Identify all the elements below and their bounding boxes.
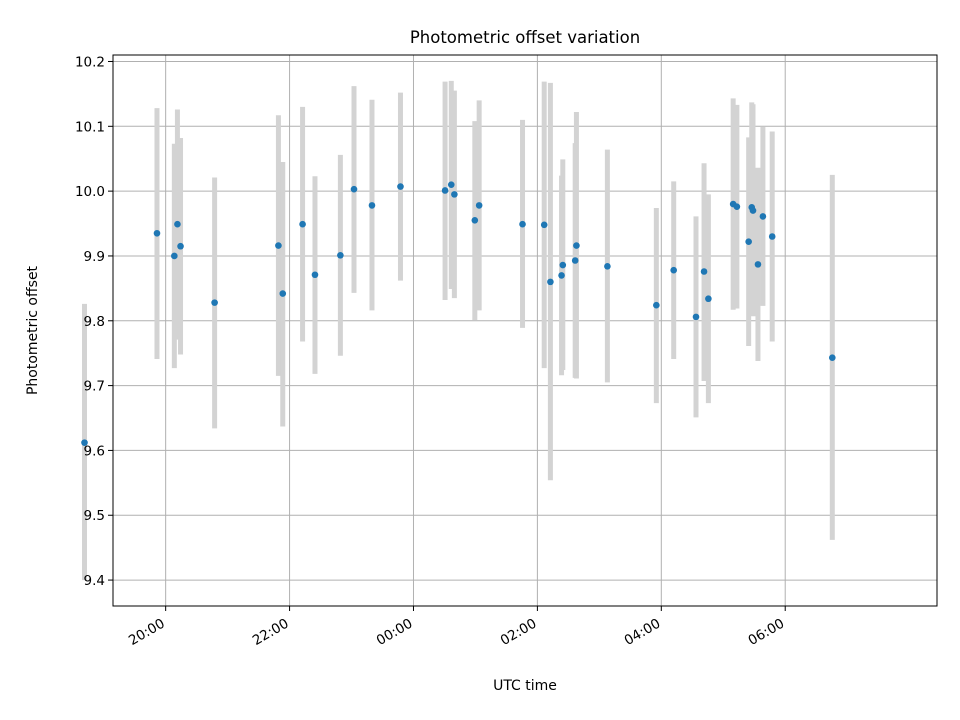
data-point	[350, 185, 358, 193]
data-point	[447, 181, 455, 188]
y-tick-label: 10.1	[75, 119, 105, 135]
data-point	[745, 238, 752, 245]
x-axis-title: UTC time	[493, 678, 557, 694]
y-axis-title: Photometric offset	[25, 265, 41, 395]
data-point	[573, 242, 580, 249]
y-tick-label: 10.2	[75, 54, 105, 70]
data-point	[519, 220, 526, 228]
y-tick-label: 9.4	[84, 573, 105, 589]
data-point	[558, 272, 565, 279]
data-point	[547, 278, 554, 286]
data-point	[368, 202, 376, 209]
data-points	[81, 181, 836, 446]
data-point	[174, 220, 181, 228]
data-point	[279, 290, 287, 297]
data-point	[604, 263, 611, 270]
y-axis-ticks: 9.4 9.5 9.6 9.7 9.8 9.9 10.0 10.1 10.2	[75, 54, 113, 589]
data-point	[211, 299, 218, 306]
data-point	[171, 252, 178, 260]
data-point	[299, 220, 306, 228]
data-point	[670, 266, 677, 274]
y-tick-label: 10.0	[75, 184, 105, 200]
data-point	[754, 261, 762, 268]
y-tick-label: 9.8	[84, 314, 105, 330]
data-point	[540, 221, 548, 229]
data-point	[759, 213, 767, 220]
data-point	[337, 252, 344, 259]
data-point	[705, 295, 712, 303]
y-tick-label: 9.5	[84, 508, 105, 524]
data-point	[571, 257, 579, 264]
data-point	[768, 233, 776, 240]
data-point	[311, 271, 319, 279]
data-point	[451, 191, 458, 198]
data-point	[653, 301, 660, 309]
data-point	[700, 268, 708, 275]
plot-frame	[112, 54, 938, 607]
data-point	[81, 439, 88, 446]
y-tick-label: 9.7	[84, 379, 105, 395]
data-point	[177, 242, 184, 250]
data-point	[475, 202, 483, 209]
chart-title: Photometric offset variation	[410, 28, 640, 47]
data-point	[471, 217, 479, 224]
data-point	[828, 354, 836, 362]
y-tick-label: 9.6	[84, 443, 105, 459]
data-point	[153, 229, 161, 237]
data-point	[397, 183, 404, 190]
data-point	[559, 261, 567, 269]
data-point	[441, 187, 449, 194]
data-point	[733, 203, 741, 210]
data-point	[275, 242, 282, 249]
data-point	[692, 313, 700, 321]
y-tick-label: 9.9	[84, 249, 105, 265]
data-point	[749, 207, 757, 214]
